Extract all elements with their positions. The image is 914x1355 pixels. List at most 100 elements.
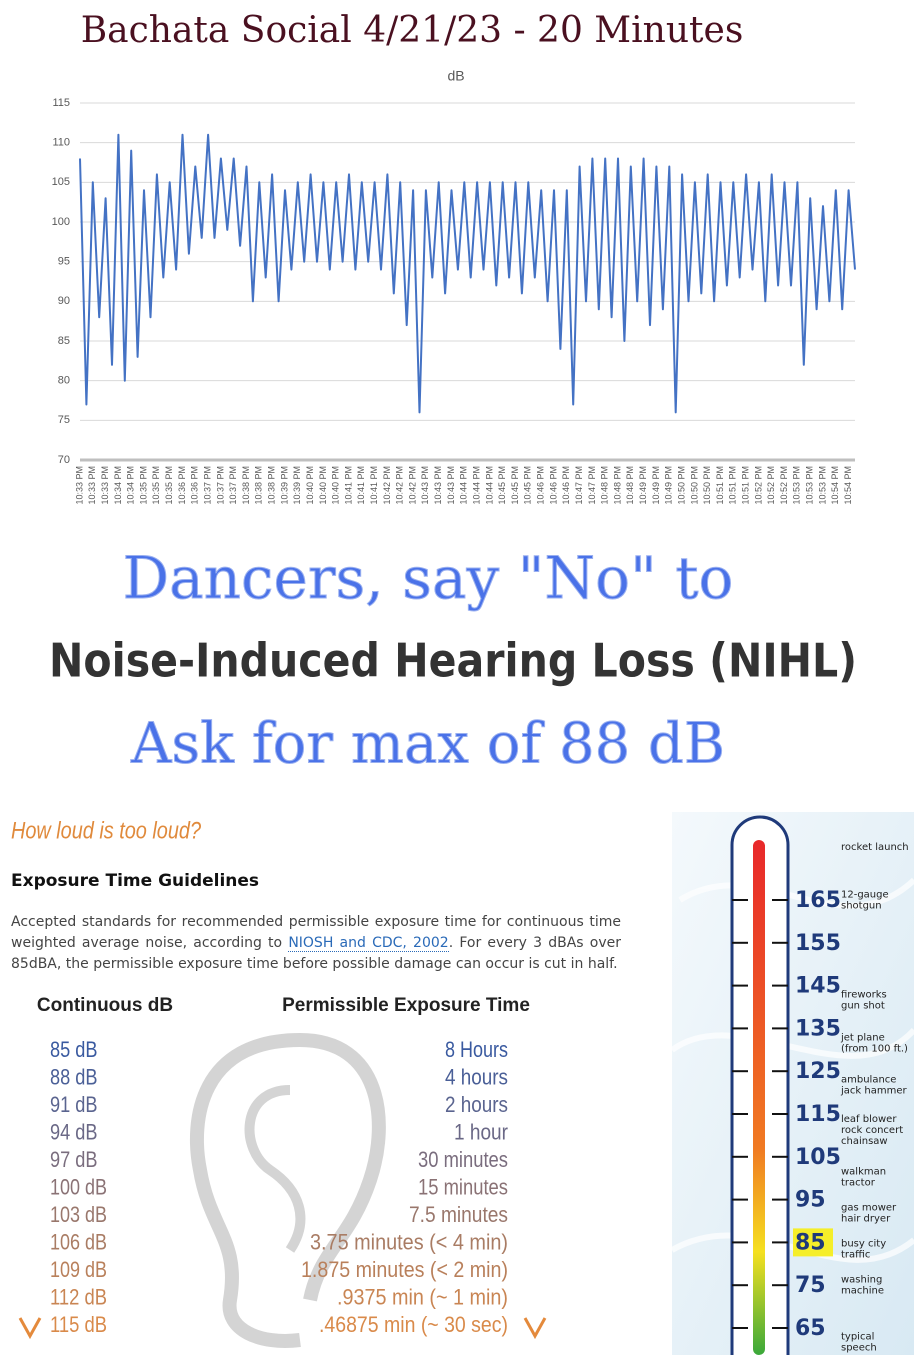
x-tick-label: 10:53 PM [792,466,802,505]
x-tick-label: 10:42 PM [407,466,417,505]
series-name: dB [447,68,464,84]
table: 85 dB 8 Hours 88 dB 4 hours 91 dB 2 hours 94 d… [50,1037,508,1337]
x-tick-label: 10:54 PM [830,466,840,505]
x-tick-label: 10:43 PM [433,466,443,505]
sound-source: jack hammer [840,1086,907,1097]
slogan-line: Noise-Induced Hearing Loss (NIHL) [49,634,857,688]
x-tick-label: 10:38 PM [254,466,264,505]
exposure-time: 7.5 minutes [409,1202,508,1227]
arrow-head [18,1317,42,1340]
x-tick-label: 10:51 PM [740,466,750,505]
db-level: 112 dB [50,1284,107,1309]
x-tick-label: 10:45 PM [523,466,533,505]
x-tick-label: 10:52 PM [753,466,763,505]
x-tick-label: 10:41 PM [369,466,379,505]
x-tick-label: 10:45 PM [510,466,520,505]
x-tick-label: 10:47 PM [574,466,584,505]
x-tick-label: 10:44 PM [484,466,494,505]
thermometer-bar [753,840,765,1355]
exposure-time: 8 Hours [445,1037,508,1062]
x-tick-label: 10:49 PM [651,466,661,505]
x-tick-label: 10:39 PM [292,466,302,505]
y-tick-label: 75 [58,414,70,426]
x-tick-label: 10:44 PM [459,466,469,505]
guide-subheading: Exposure Time Guidelines [11,871,259,891]
db-tick-label: 135 [795,1016,841,1041]
exposure-time: 30 minutes [418,1147,508,1172]
exposure-time: 1.875 minutes (< 2 min) [301,1257,508,1282]
db-tick-label: 125 [795,1059,841,1084]
arrow-head [523,1317,547,1340]
db-tick-label: 95 [795,1188,826,1213]
sound-source: walkman [841,1167,886,1178]
sound-source: chainsaw [841,1136,888,1147]
y-tick-label: 110 [52,137,70,149]
sound-source: fireworks [841,990,887,1001]
x-tick-label: 10:40 PM [305,466,315,505]
sound-source: (from 100 ft.) [841,1044,908,1055]
column-header: Continuous dB [37,995,173,1016]
db-level: 109 dB [50,1257,107,1282]
sound-source: washing [841,1275,882,1286]
db-level: 100 dB [50,1174,107,1199]
x-tick-label: 10:50 PM [676,466,686,505]
sound-source: busy city [841,1239,886,1250]
sound-source: speech [841,1343,877,1354]
y-tick-label: 100 [52,216,70,228]
sound-source: ambulance [841,1075,896,1086]
sound-source: traffic [841,1250,870,1261]
x-tick-label: 10:53 PM [805,466,815,505]
sound-source: 12-gauge [841,890,889,901]
db-level: 91 dB [50,1092,98,1117]
highlight [793,1228,833,1257]
exposure-time: 4 hours [445,1064,508,1089]
x-tick-label: 10:40 PM [318,466,328,505]
db-level: 88 dB [50,1064,98,1089]
x-tick-label: 10:44 PM [471,466,481,505]
source-link[interactable]: NIOSH and CDC, 2002 [288,935,449,952]
x-tick-label: 10:49 PM [638,466,648,505]
y-tick-label: 80 [58,375,70,387]
db-tick-label: 65 [795,1316,826,1341]
guide-heading: How loud is too loud? [11,817,202,844]
x-tick-label: 10:35 PM [164,466,174,505]
y-tick-label: 105 [52,176,70,188]
ear-graphic [189,1033,386,1348]
x-tick-label: 10:37 PM [228,466,238,505]
db-level: 97 dB [50,1147,98,1172]
x-tick-label: 10:48 PM [612,466,622,505]
data-line [79,133,856,414]
x-tick-label: 10:40 PM [331,466,341,505]
exposure-time: 1 hour [454,1119,508,1144]
x-tick-label: 10:52 PM [779,466,789,505]
db-tick-label: 85 [795,1230,826,1255]
x-tick-label: 10:42 PM [395,466,405,505]
x-tick-label: 10:33 PM [74,466,84,505]
sound-source: gun shot [841,1001,885,1012]
slogan-line: Ask for max of 88 dB [130,712,725,777]
x-tick-label: 10:35 PM [138,466,148,505]
y-tick-label: 70 [58,454,70,466]
x-tick-label: 10:47 PM [587,466,597,505]
x-tick-label: 10:51 PM [728,466,738,505]
x-tick-label: 10:43 PM [420,466,430,505]
x-tick-label: 10:37 PM [202,466,212,505]
sound-source: tractor [841,1178,876,1189]
x-tick-label: 10:49 PM [664,466,674,505]
y-tick-label: 115 [52,97,70,109]
x-tick-label: 10:38 PM [241,466,251,505]
x-tick-label: 10:41 PM [356,466,366,505]
x-tick-label: 10:38 PM [267,466,277,505]
db-tick-label: 105 [795,1145,841,1170]
db-level: 94 dB [50,1119,98,1144]
x-tick-label: 10:43 PM [446,466,456,505]
exposure-time: .46875 min (~ 30 sec) [319,1312,508,1337]
sound-source: leaf blower [841,1114,897,1125]
paragraph-text: Accepted standards for recommended permi… [11,914,621,951]
x-tick-label: 10:52 PM [766,466,776,505]
x-tick-label: 10:54 PM [843,466,853,505]
db-level: 115 dB [50,1312,107,1337]
